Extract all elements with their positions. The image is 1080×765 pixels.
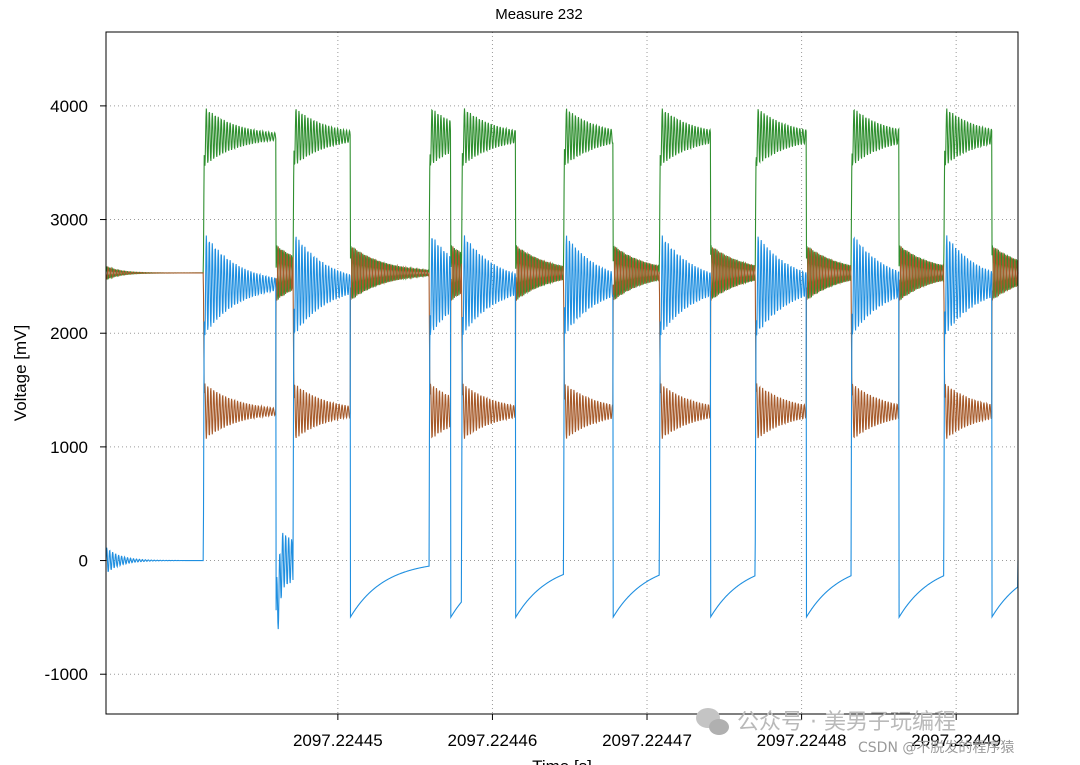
x-tick-label: 2097.22449 bbox=[911, 731, 1001, 750]
x-tick-label: 2097.22445 bbox=[293, 731, 383, 750]
ticks-layer: -1000 0 1000 2000 3000 4000 2097.22445 2097.224… bbox=[45, 97, 1002, 750]
watermark-csdn: CSDN @不脱发的程序猿 bbox=[858, 740, 1014, 756]
series-blue bbox=[105, 235, 1019, 630]
series-green bbox=[105, 108, 1019, 300]
watermark-text: 公众号 · 美男子玩编程 bbox=[737, 710, 956, 735]
y-tick-label: -1000 bbox=[45, 665, 88, 684]
y-tick-label: 2000 bbox=[50, 324, 88, 343]
plot-frame bbox=[105, 31, 1019, 715]
watermark: 公众号 · 美男子玩编程 CSDN @不脱发的程序猿 bbox=[696, 708, 1014, 756]
y-tick-label: 0 bbox=[79, 552, 88, 571]
y-axis-title: Voltage [mV] bbox=[11, 325, 30, 421]
chart-title: Measure 232 bbox=[495, 6, 583, 23]
y-tick-label: 1000 bbox=[50, 438, 88, 457]
y-tick-label: 4000 bbox=[50, 97, 88, 116]
grid-layer bbox=[106, 32, 1018, 714]
x-tick-label: 2097.22446 bbox=[448, 731, 538, 750]
wechat-icon bbox=[696, 708, 729, 735]
x-tick-label: 2097.22448 bbox=[757, 731, 847, 750]
series-orange bbox=[105, 246, 1019, 439]
plot-layer bbox=[105, 108, 1019, 630]
x-tick-label: 2097.22447 bbox=[602, 731, 692, 750]
y-tick-label: 3000 bbox=[50, 211, 88, 230]
x-axis-title: Time [s] bbox=[532, 757, 592, 765]
